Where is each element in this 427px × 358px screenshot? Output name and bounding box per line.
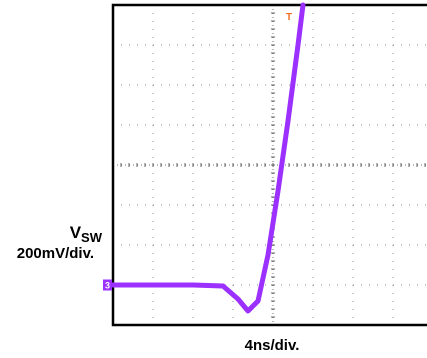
trigger-marker: T: [286, 12, 292, 23]
y-label: VSW: [70, 223, 103, 245]
channel-marker: 3: [103, 279, 112, 291]
y-label-sub: SW: [81, 230, 103, 245]
vsw-trace: [110, 2, 306, 314]
trigger-marker-label: T: [286, 12, 292, 23]
plot-frame: [111, 3, 427, 327]
y-label-main: V: [70, 223, 82, 242]
channel-marker-label: 3: [105, 281, 110, 291]
y-scale-label: 200mV/div.: [17, 245, 94, 262]
x-scale-label: 4ns/div.: [245, 337, 300, 354]
grid: [112, 4, 427, 326]
